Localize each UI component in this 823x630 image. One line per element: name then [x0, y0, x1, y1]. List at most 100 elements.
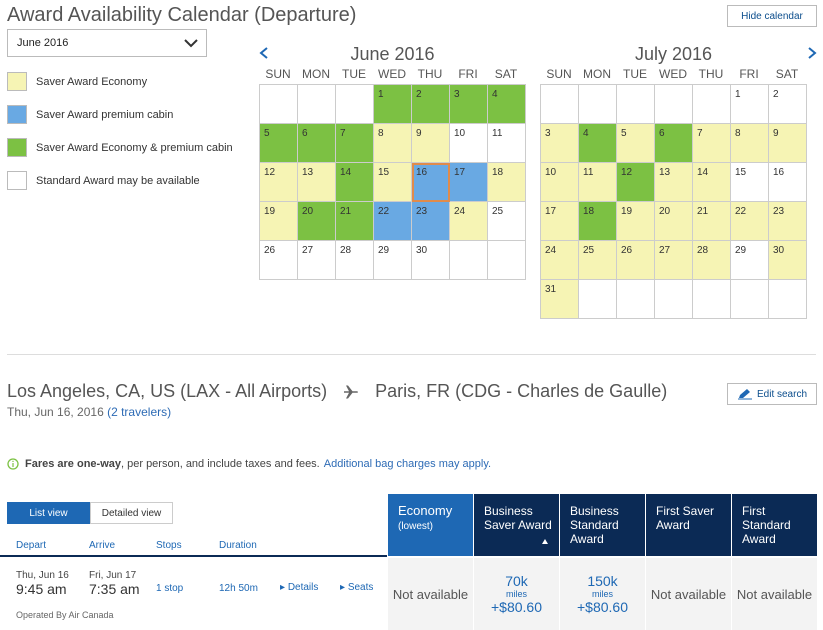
calendar-day[interactable]: 19: [617, 202, 655, 241]
col-depart[interactable]: Depart: [16, 540, 47, 551]
fare-cell-business-standard[interactable]: 150k miles +$80.60: [560, 558, 646, 630]
search-date: Thu, Jun 16, 2016 (2 travelers): [7, 405, 171, 419]
calendar-empty-cell: [579, 280, 617, 319]
edit-search-button[interactable]: Edit search: [727, 383, 817, 405]
calendar-day[interactable]: 13: [655, 163, 693, 202]
calendar-day[interactable]: 22: [374, 202, 412, 241]
calendar-day[interactable]: 13: [298, 163, 336, 202]
calendar-day[interactable]: 28: [693, 241, 731, 280]
calendar-day[interactable]: 19: [260, 202, 298, 241]
calendar-day[interactable]: 2: [769, 85, 807, 124]
calendar-day[interactable]: 17: [541, 202, 579, 241]
calendar-day[interactable]: 14: [693, 163, 731, 202]
calendar-day[interactable]: 11: [579, 163, 617, 202]
calendar-day[interactable]: 20: [655, 202, 693, 241]
calendar-day[interactable]: 17: [450, 163, 488, 202]
calendar-day[interactable]: 4: [488, 85, 526, 124]
calendar-day[interactable]: 31: [541, 280, 579, 319]
details-link[interactable]: ▸ Details: [280, 582, 318, 593]
calendar-day[interactable]: 18: [579, 202, 617, 241]
calendar-day[interactable]: 16: [412, 163, 450, 202]
fare-cell-business-saver[interactable]: 70k miles +$80.60: [474, 558, 560, 630]
month-select-value: June 2016: [17, 37, 69, 49]
tab-list-view[interactable]: List view: [7, 502, 90, 524]
weekday-label: TUE: [342, 67, 366, 81]
calendar-day[interactable]: 27: [298, 241, 336, 280]
calendar-day[interactable]: 15: [731, 163, 769, 202]
flight-row: Thu, Jun 16 9:45 am Fri, Jun 17 7:35 am …: [7, 558, 387, 630]
calendar-empty-cell: [617, 280, 655, 319]
calendar-day[interactable]: 8: [374, 124, 412, 163]
calendar-day[interactable]: 7: [336, 124, 374, 163]
next-month-icon[interactable]: [806, 46, 818, 60]
fare-header-business-saver[interactable]: Business Saver Award: [474, 494, 560, 556]
previous-month-icon[interactable]: [258, 46, 270, 60]
calendar-day[interactable]: 30: [769, 241, 807, 280]
calendar-day[interactable]: 3: [450, 85, 488, 124]
calendar-day[interactable]: 26: [617, 241, 655, 280]
calendar-day[interactable]: 16: [769, 163, 807, 202]
calendar-day[interactable]: 29: [374, 241, 412, 280]
fare-miles-unit: miles: [591, 589, 613, 599]
calendar-day[interactable]: 1: [731, 85, 769, 124]
col-arrive[interactable]: Arrive: [89, 540, 116, 551]
bag-charges-link[interactable]: Additional bag charges may apply.: [323, 458, 492, 470]
calendar-day[interactable]: 18: [488, 163, 526, 202]
calendar-day[interactable]: 4: [579, 124, 617, 163]
calendar-day[interactable]: 12: [260, 163, 298, 202]
calendar-day[interactable]: 5: [617, 124, 655, 163]
calendar-day[interactable]: 27: [655, 241, 693, 280]
calendar-day[interactable]: 21: [693, 202, 731, 241]
calendar-day[interactable]: 29: [731, 241, 769, 280]
fare-header-first-standard[interactable]: First Standard Award: [732, 494, 818, 556]
calendar-day[interactable]: 25: [579, 241, 617, 280]
tab-detailed-view[interactable]: Detailed view: [90, 502, 173, 524]
calendar-day[interactable]: 20: [298, 202, 336, 241]
month-select[interactable]: June 2016: [7, 29, 207, 57]
calendar-day[interactable]: 23: [769, 202, 807, 241]
calendar-day[interactable]: 9: [769, 124, 807, 163]
calendar-day[interactable]: 28: [336, 241, 374, 280]
calendar-day[interactable]: 10: [541, 163, 579, 202]
calendar-day[interactable]: 24: [450, 202, 488, 241]
calendar-day[interactable]: 30: [412, 241, 450, 280]
travelers-link[interactable]: (2 travelers): [107, 405, 172, 419]
weekday-label: MON: [583, 67, 611, 81]
calendar-empty-cell: [298, 85, 336, 124]
stops-link[interactable]: 1 stop: [156, 583, 184, 594]
calendar-day[interactable]: 23: [412, 202, 450, 241]
calendar-day[interactable]: 24: [541, 241, 579, 280]
calendar-title: July 2016: [634, 44, 713, 64]
hide-calendar-button[interactable]: Hide calendar: [727, 5, 817, 27]
calendar-empty-cell: [541, 85, 579, 124]
calendar-day[interactable]: 1: [374, 85, 412, 124]
calendar-day[interactable]: 8: [731, 124, 769, 163]
fare-tax: +$80.60: [577, 599, 628, 615]
calendar-day[interactable]: 6: [655, 124, 693, 163]
calendar-day[interactable]: 26: [260, 241, 298, 280]
calendar-day[interactable]: 3: [541, 124, 579, 163]
calendar-day[interactable]: 15: [374, 163, 412, 202]
col-duration[interactable]: Duration: [219, 540, 257, 551]
calendar-day[interactable]: 11: [488, 124, 526, 163]
calendar-day[interactable]: 25: [488, 202, 526, 241]
weekday-label: MON: [302, 67, 330, 81]
calendar-day[interactable]: 7: [693, 124, 731, 163]
calendar-empty-cell: [617, 85, 655, 124]
seats-link[interactable]: ▸ Seats: [340, 582, 373, 593]
calendar-day[interactable]: 12: [617, 163, 655, 202]
calendar-empty-cell: [336, 85, 374, 124]
calendar-day[interactable]: 21: [336, 202, 374, 241]
calendar-day[interactable]: 5: [260, 124, 298, 163]
calendar-day[interactable]: 10: [450, 124, 488, 163]
calendar-day[interactable]: 9: [412, 124, 450, 163]
fare-header-business-standard[interactable]: Business Standard Award: [560, 494, 646, 556]
calendar-day[interactable]: 2: [412, 85, 450, 124]
calendar-day[interactable]: 14: [336, 163, 374, 202]
fare-header-first-saver[interactable]: First Saver Award: [646, 494, 732, 556]
calendar-day[interactable]: 22: [731, 202, 769, 241]
col-stops[interactable]: Stops: [156, 540, 182, 551]
fare-header-economy[interactable]: Economy (lowest): [388, 494, 474, 556]
weekday-label: FRI: [739, 67, 759, 81]
calendar-day[interactable]: 6: [298, 124, 336, 163]
